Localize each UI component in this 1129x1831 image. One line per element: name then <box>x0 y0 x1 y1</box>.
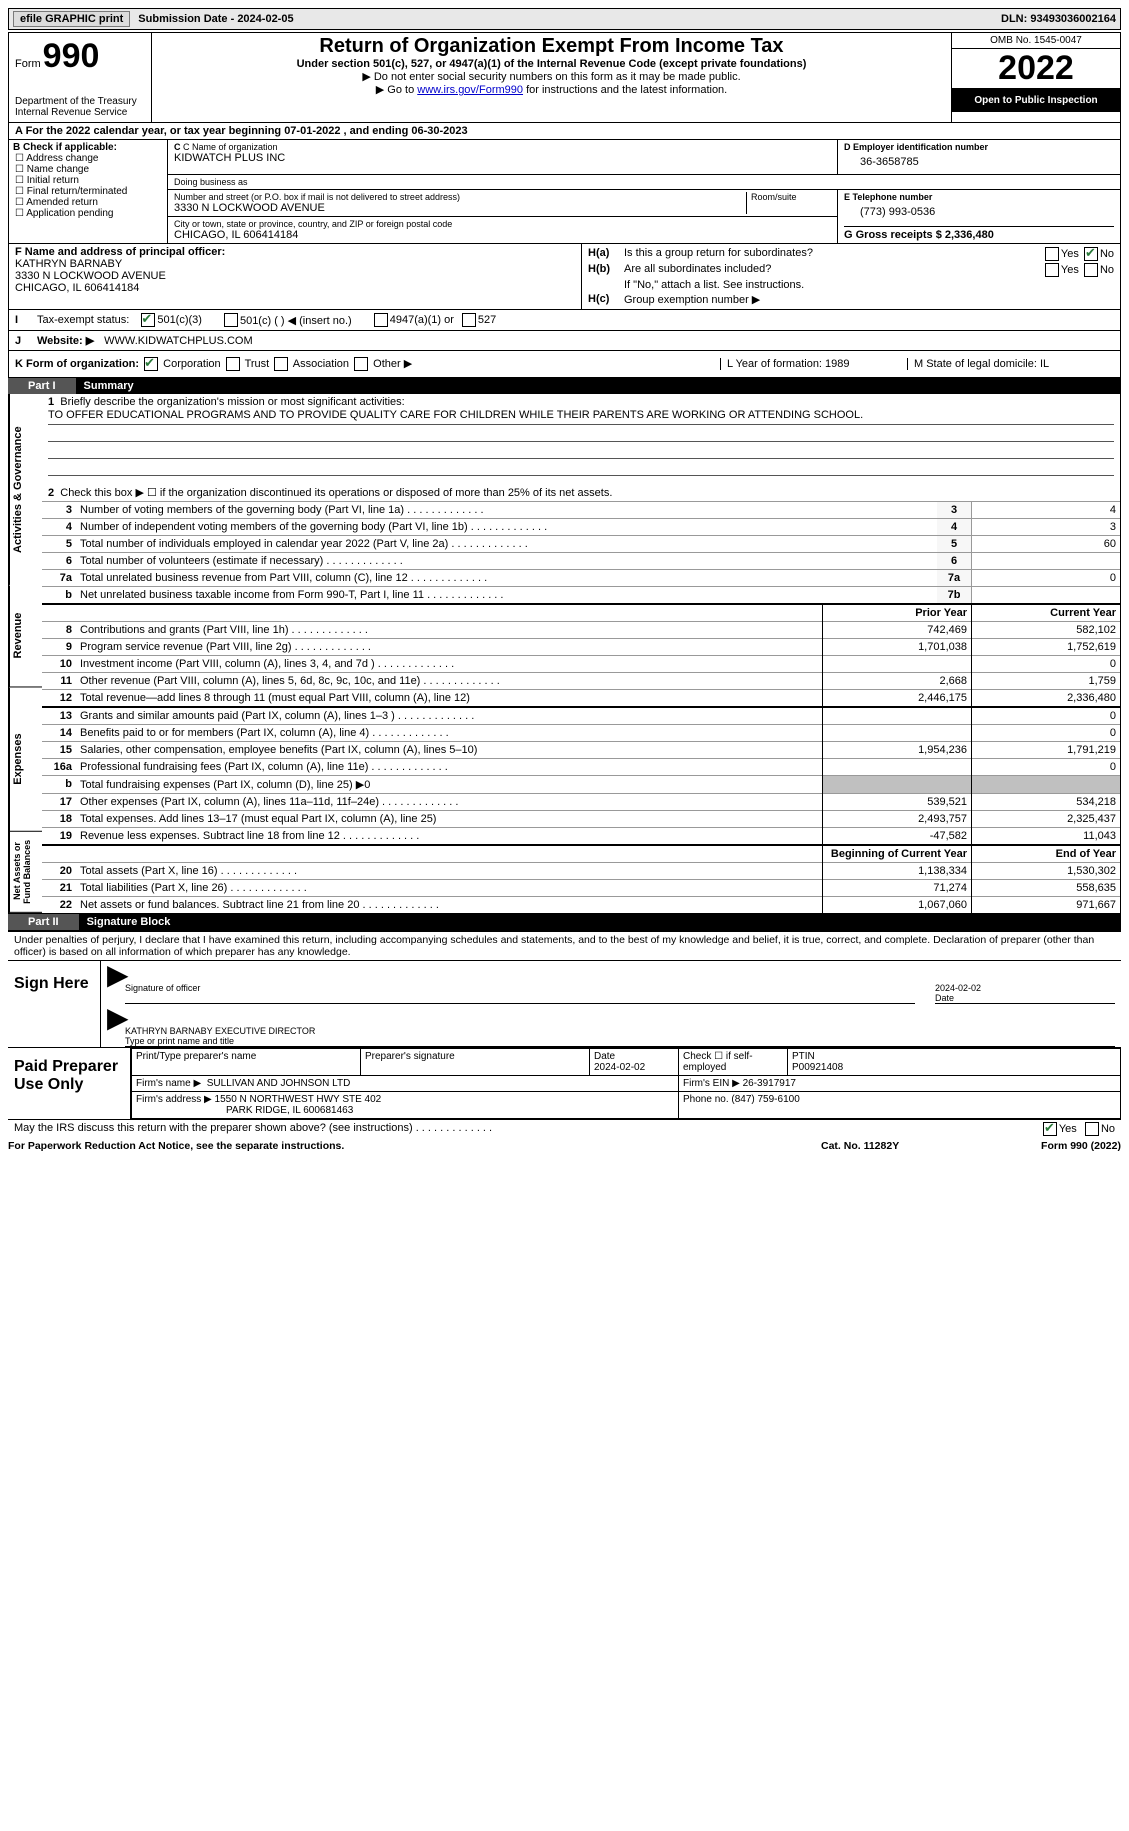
f-label: F Name and address of principal officer: <box>15 246 575 258</box>
irs-link[interactable]: www.irs.gov/Form990 <box>417 84 523 96</box>
hb-no[interactable] <box>1084 263 1098 277</box>
revenue-table: Prior YearCurrent Year 8Contributions an… <box>42 603 1120 706</box>
discuss-row: May the IRS discuss this return with the… <box>8 1119 1121 1138</box>
d-label: D Employer identification number <box>844 142 1114 152</box>
cb-initial-return[interactable]: ☐ Initial return <box>13 175 163 186</box>
cb-other[interactable] <box>354 357 368 371</box>
room-label: Room/suite <box>751 192 831 202</box>
city-label: City or town, state or province, country… <box>174 219 831 229</box>
mission-block: 1 Briefly describe the organization's mi… <box>42 394 1120 478</box>
cb-name-change[interactable]: ☐ Name change <box>13 164 163 175</box>
header-left: Form 990 Department of the Treasury Inte… <box>9 33 152 122</box>
tax-status-row: I Tax-exempt status: 501(c)(3) 501(c) ( … <box>9 309 1120 330</box>
arrow-icon: ▶ <box>107 961 125 1004</box>
netassets-table: Beginning of Current YearEnd of Year 20T… <box>42 844 1120 913</box>
street-label: Number and street (or P.O. box if mail i… <box>174 192 746 202</box>
cb-4947[interactable] <box>374 313 388 327</box>
efile-print-button[interactable]: efile GRAPHIC print <box>13 11 130 27</box>
ha-yes[interactable] <box>1045 247 1059 261</box>
officer-street: 3330 N LOCKWOOD AVENUE <box>15 270 575 282</box>
ag-table: 3Number of voting members of the governi… <box>42 501 1120 603</box>
box-h: H(a) Is this a group return for subordin… <box>582 244 1120 309</box>
hb-yes[interactable] <box>1045 263 1059 277</box>
dba-label: Doing business as <box>174 177 1114 187</box>
header-middle: Return of Organization Exempt From Incom… <box>152 33 952 122</box>
j-label: J <box>15 335 27 347</box>
officer-signature[interactable]: Signature of officer <box>125 961 915 1004</box>
l-year-formation: L Year of formation: 1989 <box>720 358 907 370</box>
m-state: M State of legal domicile: IL <box>907 358 1114 370</box>
part-2-header: Part II Signature Block <box>8 914 1121 930</box>
form-word: Form <box>15 58 41 70</box>
tax-year: 2022 <box>952 49 1120 89</box>
top-toolbar: efile GRAPHIC print Submission Date - 20… <box>8 8 1121 30</box>
ein: 36-3658785 <box>844 152 1114 172</box>
submission-date: Submission Date - 2024-02-05 <box>138 13 293 25</box>
summary-body: Activities & Governance Revenue Expenses… <box>8 394 1121 914</box>
org-name: KIDWATCH PLUS INC <box>174 152 831 164</box>
cb-amended-return[interactable]: ☐ Amended return <box>13 197 163 208</box>
i-label: I <box>15 314 27 326</box>
street-value: 3330 N LOCKWOOD AVENUE <box>174 202 746 214</box>
k-row: K Form of organization: Corporation Trus… <box>9 350 1120 377</box>
paid-preparer-label: Paid Preparer Use Only <box>8 1048 130 1119</box>
form-header: Form 990 Department of the Treasury Inte… <box>9 33 1120 122</box>
box-b: B Check if applicable: ☐ Address change … <box>9 140 168 243</box>
omb-number: OMB No. 1545-0047 <box>952 33 1120 49</box>
line-a: A For the 2022 calendar year, or tax yea… <box>9 122 1120 139</box>
ha-no[interactable] <box>1084 247 1098 261</box>
cb-corporation[interactable] <box>144 357 158 371</box>
discuss-yes[interactable] <box>1043 1122 1057 1136</box>
tab-expenses: Expenses <box>9 688 42 832</box>
box-b-header: B Check if applicable: <box>13 142 163 153</box>
signature-block: Under penalties of perjury, I declare th… <box>8 930 1121 1138</box>
box-c-d: C C Name of organization KIDWATCH PLUS I… <box>168 140 1120 243</box>
f-h-row: F Name and address of principal officer:… <box>9 243 1120 309</box>
officer-city: CHICAGO, IL 606414184 <box>15 282 575 294</box>
tab-net-assets: Net Assets or Fund Balances <box>9 831 42 913</box>
dept-label: Department of the Treasury Internal Reve… <box>15 96 145 118</box>
header-right: OMB No. 1545-0047 2022 Open to Public In… <box>952 33 1120 122</box>
form-note-1: ▶ Do not enter social security numbers o… <box>156 70 947 83</box>
e-label: E Telephone number <box>844 192 1114 202</box>
form-subtitle: Under section 501(c), 527, or 4947(a)(1)… <box>156 58 947 70</box>
identity-block: B Check if applicable: ☐ Address change … <box>9 139 1120 243</box>
part-1-header: Part I Summary <box>8 378 1121 394</box>
sign-here-label: Sign Here <box>8 961 100 1047</box>
expense-table: 13Grants and similar amounts paid (Part … <box>42 706 1120 844</box>
open-to-public: Open to Public Inspection <box>952 89 1120 112</box>
footer-line: For Paperwork Reduction Act Notice, see … <box>8 1138 1121 1154</box>
dln-label: DLN: 93493036002164 <box>1001 13 1116 25</box>
cb-association[interactable] <box>274 357 288 371</box>
box-f: F Name and address of principal officer:… <box>9 244 582 309</box>
form-title: Return of Organization Exempt From Incom… <box>156 35 947 58</box>
city-value: CHICAGO, IL 606414184 <box>174 229 831 241</box>
mission-text: TO OFFER EDUCATIONAL PROGRAMS AND TO PRO… <box>48 408 1114 425</box>
sign-date: 2024-02-02Date <box>935 961 1115 1004</box>
cb-501c3[interactable] <box>141 313 155 327</box>
website-row: J Website: ▶ WWW.KIDWATCHPLUS.COM <box>9 330 1120 350</box>
arrow-icon: ▶ <box>107 1004 125 1047</box>
form-note-2: ▶ Go to www.irs.gov/Form990 for instruct… <box>156 83 947 96</box>
cb-application-pending[interactable]: ☐ Application pending <box>13 208 163 219</box>
cb-trust[interactable] <box>226 357 240 371</box>
discuss-no[interactable] <box>1085 1122 1099 1136</box>
cb-final-return[interactable]: ☐ Final return/terminated <box>13 186 163 197</box>
tab-activities: Activities & Governance <box>9 394 42 585</box>
tab-revenue: Revenue <box>9 585 42 687</box>
website-url: WWW.KIDWATCHPLUS.COM <box>104 335 253 347</box>
officer-name-title: KATHRYN BARNABY EXECUTIVE DIRECTORType o… <box>125 1004 1115 1047</box>
form-number: 990 <box>43 37 100 76</box>
cb-501c[interactable] <box>224 313 238 327</box>
gross-receipts: G Gross receipts $ 2,336,480 <box>844 226 1114 241</box>
perjury-declaration: Under penalties of perjury, I declare th… <box>8 932 1121 960</box>
c-label: C C Name of organization <box>174 142 831 152</box>
officer-name: KATHRYN BARNABY <box>15 258 575 270</box>
form-container: Form 990 Department of the Treasury Inte… <box>8 32 1121 378</box>
cb-address-change[interactable]: ☐ Address change <box>13 153 163 164</box>
phone: (773) 993-0536 <box>844 202 1114 222</box>
cb-527[interactable] <box>462 313 476 327</box>
paid-preparer-table: Print/Type preparer's name Preparer's si… <box>131 1048 1121 1119</box>
